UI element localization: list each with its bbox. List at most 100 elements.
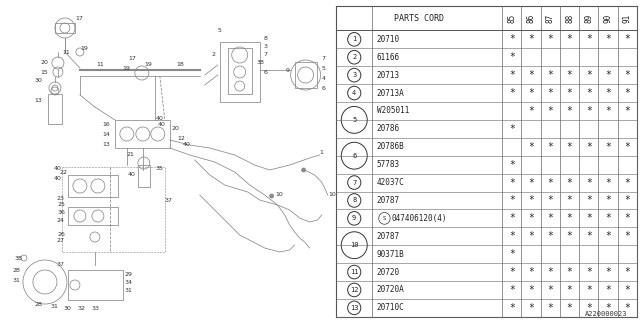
Text: 89: 89 (584, 14, 593, 23)
Text: 36: 36 (57, 210, 65, 214)
Text: 88: 88 (565, 14, 574, 23)
Text: *: * (509, 34, 515, 44)
Text: 9: 9 (285, 68, 290, 73)
Bar (68, 175, 118, 197)
Text: 40: 40 (54, 165, 62, 171)
Bar (68, 207, 118, 225)
Text: 61166: 61166 (377, 53, 400, 62)
Text: 20: 20 (172, 125, 180, 131)
Text: *: * (566, 285, 572, 295)
Text: 11: 11 (62, 50, 70, 54)
Text: 5: 5 (218, 28, 221, 33)
Text: 6: 6 (322, 85, 326, 91)
Text: *: * (509, 178, 515, 188)
Text: 4: 4 (322, 76, 326, 81)
Text: 8: 8 (264, 36, 268, 41)
Text: *: * (509, 231, 515, 241)
Text: *: * (509, 196, 515, 205)
Text: 8: 8 (352, 197, 356, 204)
Text: *: * (509, 213, 515, 223)
Text: *: * (528, 213, 534, 223)
Text: *: * (625, 213, 630, 223)
Text: 19: 19 (144, 62, 152, 68)
Text: 12: 12 (350, 287, 358, 293)
Text: *: * (605, 178, 611, 188)
Text: *: * (528, 231, 534, 241)
Text: 40: 40 (158, 123, 166, 127)
Text: *: * (566, 142, 572, 152)
Text: 28: 28 (34, 302, 42, 308)
Text: 87: 87 (546, 14, 555, 23)
Text: *: * (528, 88, 534, 98)
Text: *: * (586, 70, 592, 80)
Text: *: * (509, 249, 515, 259)
Text: 5: 5 (322, 66, 326, 70)
Text: 10: 10 (276, 193, 284, 197)
Text: 21: 21 (127, 153, 135, 157)
Text: *: * (605, 231, 611, 241)
Text: *: * (625, 142, 630, 152)
Text: 3: 3 (264, 44, 268, 49)
Text: *: * (547, 70, 553, 80)
Text: S: S (383, 216, 386, 221)
Text: 42037C: 42037C (377, 178, 404, 187)
Text: *: * (566, 106, 572, 116)
Text: *: * (566, 231, 572, 241)
Text: *: * (605, 303, 611, 313)
Text: *: * (547, 178, 553, 188)
Text: 1: 1 (319, 149, 323, 155)
Text: 2: 2 (212, 52, 216, 58)
Text: *: * (605, 88, 611, 98)
Text: 31: 31 (12, 277, 20, 283)
Text: PARTS CORD: PARTS CORD (394, 14, 444, 23)
Text: *: * (625, 267, 630, 277)
Text: 29: 29 (125, 271, 133, 276)
Text: *: * (528, 267, 534, 277)
Text: 22: 22 (60, 170, 68, 174)
Text: 40: 40 (156, 116, 164, 121)
Text: *: * (547, 231, 553, 241)
Text: 1: 1 (352, 36, 356, 42)
Text: 9: 9 (352, 215, 356, 221)
Text: *: * (605, 213, 611, 223)
Text: 40: 40 (54, 175, 62, 180)
Text: 7: 7 (264, 52, 268, 57)
Text: *: * (566, 267, 572, 277)
Text: 38: 38 (14, 255, 22, 260)
Text: 20786: 20786 (377, 124, 400, 133)
Text: *: * (528, 34, 534, 44)
Text: *: * (625, 70, 630, 80)
Text: 35: 35 (156, 165, 164, 171)
Text: *: * (605, 196, 611, 205)
Text: 86: 86 (527, 14, 536, 23)
Text: 90: 90 (604, 14, 612, 23)
Text: *: * (625, 178, 630, 188)
Text: *: * (528, 196, 534, 205)
Text: 2: 2 (352, 54, 356, 60)
Text: *: * (566, 70, 572, 80)
Text: *: * (547, 267, 553, 277)
Text: 32: 32 (78, 306, 86, 310)
Text: *: * (586, 106, 592, 116)
Text: *: * (625, 285, 630, 295)
Text: 20710: 20710 (377, 35, 400, 44)
Text: 047406120(4): 047406120(4) (391, 214, 447, 223)
Text: 7: 7 (322, 55, 326, 60)
Text: *: * (509, 70, 515, 80)
Text: 20710C: 20710C (377, 303, 404, 312)
Text: *: * (547, 196, 553, 205)
Text: *: * (605, 34, 611, 44)
Circle shape (301, 168, 306, 172)
Text: *: * (566, 178, 572, 188)
Text: 23: 23 (57, 196, 65, 201)
Text: 12: 12 (178, 135, 186, 140)
Text: 6: 6 (352, 153, 356, 159)
Text: 28: 28 (12, 268, 20, 273)
Text: 26: 26 (57, 231, 65, 236)
Text: *: * (547, 142, 553, 152)
Bar (228, 48, 252, 94)
Text: *: * (605, 70, 611, 80)
Text: *: * (625, 34, 630, 44)
Text: *: * (586, 285, 592, 295)
Text: *: * (509, 267, 515, 277)
